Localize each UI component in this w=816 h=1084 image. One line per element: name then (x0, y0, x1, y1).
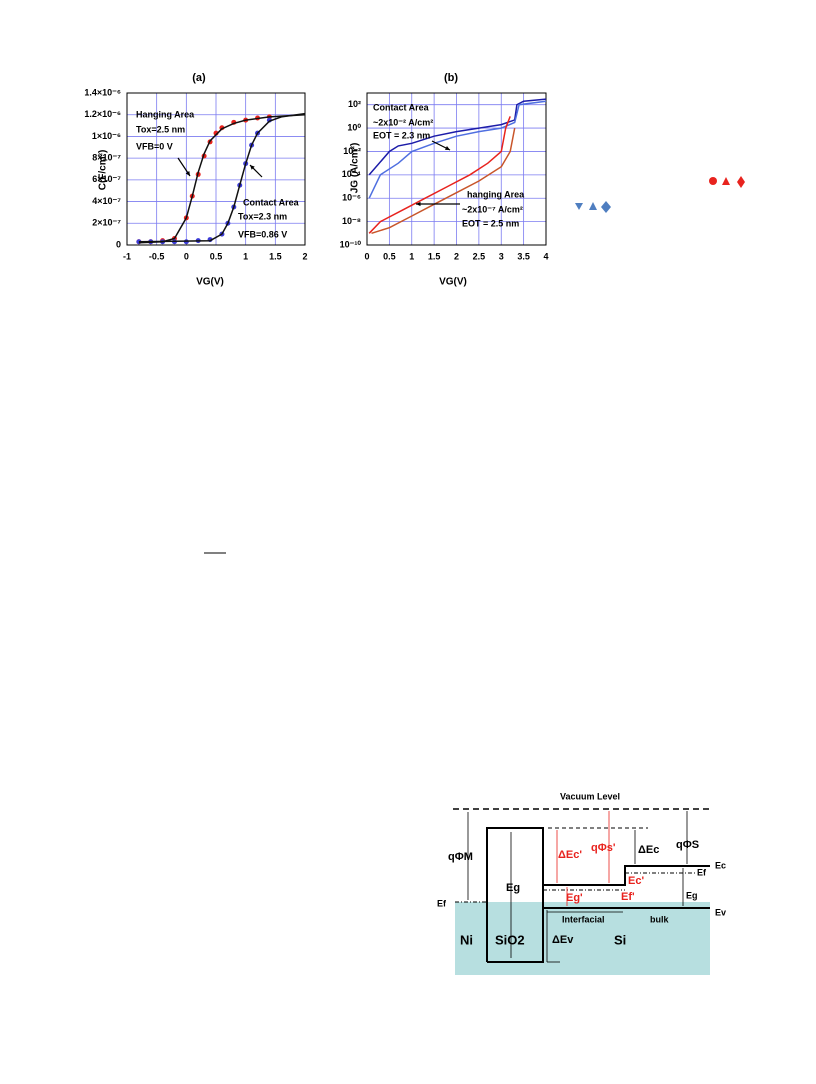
y-tick-label: 2×10⁻⁷ (92, 218, 121, 228)
data-line (138, 112, 306, 243)
label: Ev (715, 907, 726, 917)
y-tick-label: 0 (116, 239, 121, 249)
y-tick-label: 10⁻¹⁰ (340, 239, 362, 249)
symbol-triangle (589, 202, 597, 210)
oxide (486, 827, 544, 963)
x-axis-label: VG(V) (196, 277, 224, 288)
conduction-band (543, 865, 710, 886)
y-tick-label: 10⁻⁴ (342, 169, 361, 179)
label: Ec (715, 860, 726, 870)
x-tick-label: 0.5 (210, 251, 223, 261)
y-tick-label: 1.2×10⁻⁶ (84, 109, 121, 119)
annotation: Tox=2.5 nm (136, 124, 185, 134)
y-tick-label: 10⁻² (343, 146, 361, 156)
band-diagram (453, 808, 713, 975)
symbol-diamond (601, 201, 611, 213)
x-axis-label: VG(V) (439, 277, 467, 288)
data-line (138, 113, 306, 244)
annotation: Contact Area (373, 102, 430, 112)
label: Si (614, 932, 626, 947)
y-tick-label: 10⁻⁶ (342, 193, 361, 203)
annotation: EOT = 2.3 nm (373, 130, 430, 140)
y-axis-label: JG (A/cm²) (350, 143, 361, 194)
plot-frame (126, 92, 306, 246)
x-tick-label: 0 (364, 251, 369, 261)
data-line (371, 127, 516, 235)
substrate (455, 902, 710, 975)
plot-frame (366, 92, 547, 246)
symbol-circle (709, 177, 717, 185)
label: ΔEc (638, 844, 659, 856)
label: Eg (686, 890, 698, 900)
x-tick-label: 0.5 (383, 251, 396, 261)
data-line (368, 98, 547, 176)
x-tick-label: 4 (543, 251, 548, 261)
x-tick-label: 1 (243, 251, 248, 261)
x-tick-label: 3 (499, 251, 504, 261)
x-tick-label: -1 (123, 251, 131, 261)
chart-title: (a) (192, 72, 206, 84)
symbol-triangle (722, 177, 730, 185)
arrow-head (185, 171, 190, 176)
y-tick-label: 10⁻⁸ (342, 216, 361, 226)
y-tick-label: 1.4×10⁻⁶ (84, 87, 121, 97)
annotation: ~2x10⁻² A/cm² (373, 117, 433, 127)
arrow-head (445, 146, 450, 150)
data-line (368, 100, 547, 199)
y-tick-label: 10⁰ (347, 122, 361, 132)
x-tick-label: 2 (302, 251, 307, 261)
y-tick-label: 1×10⁻⁶ (92, 131, 121, 141)
annotation: VFB=0.86 V (238, 229, 287, 239)
label: SiO2 (495, 932, 525, 947)
label: Eg (506, 882, 520, 894)
label: Ef' (621, 891, 635, 903)
y-tick-label: 10² (348, 99, 361, 109)
charts: (a) VG(V) C(F/cm²) -1 -0.5 0 0.5 1 1.5 2 0 2×10⁻⁷ 4×… (84, 72, 548, 288)
arrow-head (250, 165, 255, 170)
label: qΦS (676, 839, 699, 851)
annotation: ~2x10⁻⁷ A/cm² (462, 204, 523, 214)
annotation: hanging Area (467, 189, 525, 199)
annotation: Contact Area (243, 197, 300, 207)
x-tick-label: -0.5 (149, 251, 165, 261)
data-line (368, 116, 511, 234)
y-tick-label: 8×10⁻⁷ (92, 153, 121, 163)
x-tick-label: 1.5 (269, 251, 282, 261)
label: Ef (437, 898, 447, 908)
label: bulk (650, 914, 669, 924)
label: Ni (460, 932, 473, 947)
chart-title: (b) (444, 72, 458, 84)
symbol-triangle-down (575, 203, 583, 210)
annotation: Tox=2.3 nm (238, 211, 287, 221)
label: Eg' (566, 892, 583, 904)
label: qΦM (448, 851, 473, 863)
label: Ef (697, 867, 707, 877)
label: Ec' (628, 875, 644, 887)
x-tick-label: 3.5 (517, 251, 530, 261)
symbols (575, 176, 745, 213)
x-tick-label: 1 (409, 251, 414, 261)
y-tick-label: 4×10⁻⁷ (92, 196, 121, 206)
x-tick-label: 2.5 (473, 251, 486, 261)
label: qΦs' (591, 842, 616, 854)
x-tick-label: 0 (184, 251, 189, 261)
label: ΔEc' (558, 849, 582, 861)
y-axis-label: C(F/cm²) (98, 150, 109, 191)
annotation: VFB=0 V (136, 141, 173, 151)
y-tick-label: 6×10⁻⁷ (92, 174, 121, 184)
label: ΔEv (552, 934, 574, 946)
annotation: Hanging Area (136, 109, 195, 119)
x-tick-label: 2 (454, 251, 459, 261)
band-labels: Vacuum Level qΦM Eg qΦs' ΔEc' ΔEc qΦS Ec… (437, 791, 726, 947)
label: Interfacial (562, 914, 605, 924)
arrow-head (416, 201, 421, 207)
label: Vacuum Level (560, 791, 620, 801)
symbol-diamond (737, 176, 745, 188)
annotation: EOT = 2.5 nm (462, 218, 519, 228)
x-tick-label: 1.5 (428, 251, 441, 261)
